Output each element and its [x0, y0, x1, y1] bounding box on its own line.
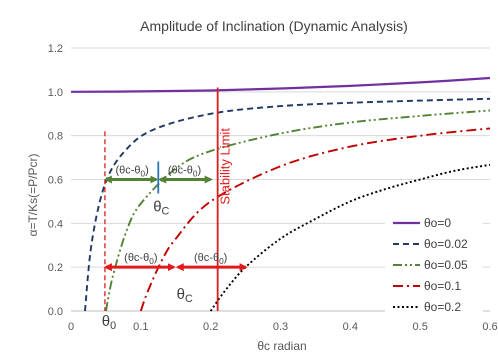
thetac-label-red: θC — [177, 286, 193, 305]
y-axis-label: α=T/Ks(=P/Pcr) — [26, 154, 40, 237]
legend-entry: θo=0.2 — [424, 300, 461, 314]
diff-label-green-left: (θc-θ0) — [115, 165, 148, 179]
y-tick-label: 0.2 — [48, 262, 63, 274]
series-line-4 — [209, 163, 491, 312]
x-tick-label: 0.1 — [133, 321, 148, 333]
thetac-label-green: θC — [153, 199, 169, 218]
theta0-label: θ0 — [102, 313, 116, 332]
y-tick-labels: 0.0 0.2 0.4 0.6 0.8 1.0 1.2 — [48, 43, 63, 318]
legend-entry: θo=0.02 — [424, 237, 468, 251]
stability-limit-label: Stability Limit — [218, 128, 233, 205]
x-tick-label: 0.2 — [203, 321, 218, 333]
x-tick-label: 0.4 — [343, 321, 358, 333]
x-tick-label: 0.3 — [273, 321, 288, 333]
legend-entry: θo=0.1 — [424, 279, 461, 293]
diff-label-red-right: (θc-θ0) — [194, 252, 227, 266]
diff-label-green-right: (θc-θ0) — [168, 165, 201, 179]
x-axis-label: θc radian — [257, 339, 306, 353]
annotations: Stability Limit (θc-θ0) (θc-θ0) (θc-θ0) (θc-… — [102, 87, 248, 332]
legend-box — [385, 212, 483, 312]
chart-title: Amplitude of Inclination (Dynamic Analys… — [140, 18, 408, 34]
x-tick-label: 0.6 — [482, 321, 497, 333]
y-tick-label: 1.0 — [48, 87, 63, 99]
x-tick-labels: 0 0.1 0.2 0.3 0.4 0.5 0.6 — [68, 321, 498, 333]
x-tick-label: 0.5 — [413, 321, 428, 333]
series-line-0 — [70, 76, 491, 93]
legend: θo=0 θo=0.02 θo=0.05 θo=0.1 θo=0.2 — [385, 212, 483, 314]
y-tick-label: 0.4 — [48, 218, 63, 230]
series-lines — [70, 76, 491, 312]
y-tick-label: 0.6 — [48, 175, 63, 187]
legend-entry: θo=0.05 — [424, 258, 468, 272]
series-line-2 — [104, 109, 491, 312]
y-tick-label: 0.8 — [48, 131, 63, 143]
diff-label-red-left: (θc-θ0) — [124, 252, 157, 266]
x-tick-label: 0 — [68, 321, 74, 333]
y-tick-label: 0.0 — [48, 306, 63, 318]
legend-entry: θo=0 — [424, 216, 451, 230]
series-line-1 — [84, 97, 491, 312]
y-tick-label: 1.2 — [48, 43, 63, 55]
